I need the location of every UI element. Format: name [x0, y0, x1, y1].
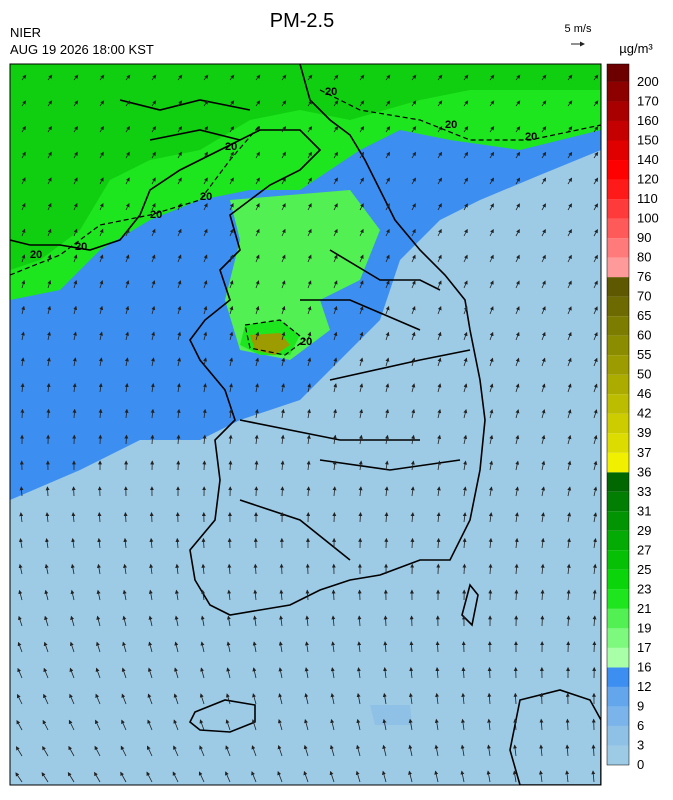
colorbar-swatch [607, 180, 629, 200]
colorbar-swatch [607, 101, 629, 121]
colorbar-swatch [607, 141, 629, 161]
colorbar-label: 0 [637, 757, 644, 772]
agency: NIER [10, 25, 41, 40]
colorbar-label: 42 [637, 406, 651, 421]
colorbar-label: 70 [637, 289, 651, 304]
colorbar-swatch [607, 297, 629, 317]
contour-label: 20 [325, 86, 337, 98]
colorbar-swatch [607, 492, 629, 512]
colorbar-swatch [607, 64, 629, 82]
colorbar-swatch [607, 667, 629, 687]
colorbar-label: 90 [637, 230, 651, 245]
colorbar-label: 120 [637, 172, 659, 187]
colorbar-label: 3 [637, 737, 644, 752]
colorbar-swatch [607, 589, 629, 609]
wind-scale: 5 m/s [565, 23, 592, 35]
contour-label: 20 [300, 336, 312, 348]
colorbar-swatch [607, 258, 629, 278]
colorbar-label: 9 [637, 698, 644, 713]
colorbar-swatch [607, 219, 629, 239]
colorbar-label: 33 [637, 484, 651, 499]
colorbar-label: 110 [637, 191, 658, 206]
colorbar-label: 100 [637, 211, 659, 226]
colorbar-label: 150 [637, 133, 659, 148]
map-area: 20 20 20 20 20 20 20 20 20 [10, 64, 601, 785]
colorbar-swatch [607, 316, 629, 336]
unit: µg/m³ [619, 41, 653, 56]
colorbar-label: 39 [637, 425, 651, 440]
colorbar-swatch [607, 570, 629, 590]
colorbar-swatch [607, 531, 629, 551]
colorbar-label: 27 [637, 542, 651, 557]
wind-arrow [464, 564, 465, 574]
wind-arrow [126, 435, 127, 444]
colorbar-swatch [607, 472, 629, 492]
colorbar-swatch [607, 82, 629, 102]
colorbar-label: 31 [637, 503, 651, 518]
wind-arrow [594, 642, 595, 652]
wind-arrow [489, 668, 490, 678]
colorbar-swatch [607, 628, 629, 648]
colorbar-label: 23 [637, 581, 651, 596]
contour-label: 20 [150, 209, 162, 221]
colorbar-swatch [607, 277, 629, 297]
colorbar-label: 170 [637, 93, 659, 108]
colorbar-swatch [607, 375, 629, 395]
colorbar-label: 29 [637, 523, 651, 538]
contour-label: 20 [200, 191, 212, 203]
contour-label: 20 [225, 141, 237, 153]
colorbar-swatch [607, 414, 629, 434]
colorbar-swatch [607, 355, 629, 375]
timestamp: AUG 19 2026 18:00 KST [10, 42, 154, 57]
contour-label: 20 [525, 131, 537, 143]
colorbar-swatch [607, 238, 629, 258]
colorbar-label: 19 [637, 620, 651, 635]
colorbar-label: 36 [637, 464, 651, 479]
colorbar-swatch [607, 687, 629, 707]
contour-label: 20 [75, 241, 87, 253]
colorbar-label: 80 [637, 250, 651, 265]
colorbar-swatch [607, 394, 629, 414]
colorbar-label: 6 [637, 718, 644, 733]
title: PM-2.5 [270, 10, 334, 32]
colorbar-label: 21 [637, 601, 651, 616]
contour-label: 20 [30, 249, 42, 261]
colorbar-label: 46 [637, 386, 651, 401]
colorbar-swatch [607, 121, 629, 141]
colorbar-label: 37 [637, 445, 651, 460]
colorbar-swatch [607, 745, 629, 765]
colorbar-swatch [607, 706, 629, 726]
colorbar-label: 55 [637, 347, 651, 362]
colorbar-label: 160 [637, 113, 659, 128]
colorbar-label: 65 [637, 308, 651, 323]
colorbar-swatch [607, 453, 629, 473]
colorbar-label: 60 [637, 328, 651, 343]
colorbar-label: 12 [637, 679, 651, 694]
wind-arrow [282, 487, 283, 496]
colorbar-label: 50 [637, 367, 651, 382]
colorbar-swatch [607, 648, 629, 668]
colorbar-label: 17 [637, 640, 651, 655]
wind-arrow [22, 410, 23, 418]
wind-arrow [412, 539, 413, 548]
colorbar-label: 16 [637, 659, 651, 674]
colorbar-label: 76 [637, 269, 651, 284]
wind-arrow [204, 461, 205, 470]
colorbar-swatch [607, 433, 629, 453]
colorbar-swatch [607, 511, 629, 531]
colorbar-swatch [607, 550, 629, 570]
colorbar-swatch [607, 726, 629, 746]
colorbar-swatch [607, 609, 629, 629]
colorbar-swatch [607, 199, 629, 219]
wind-arrow [281, 564, 282, 574]
colorbar-label: 140 [637, 152, 659, 167]
colorbar-swatch [607, 336, 629, 356]
colorbar-label: 200 [637, 74, 659, 89]
colorbar-label: 25 [637, 562, 651, 577]
wind-arrow [516, 590, 517, 600]
contour-label: 20 [445, 119, 457, 131]
colorbar-swatch [607, 160, 629, 180]
